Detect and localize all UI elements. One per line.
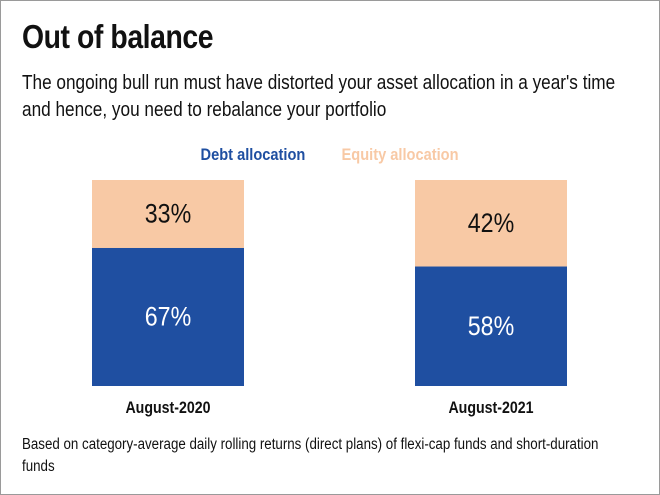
chart-title: Out of balance bbox=[22, 18, 214, 55]
data-label-debt-2: 58% bbox=[468, 311, 514, 341]
category-label-1: August-2020 bbox=[125, 399, 210, 417]
footnote: Based on category-average daily rolling … bbox=[22, 436, 599, 475]
bar-debt-1 bbox=[92, 247, 244, 386]
legend-item-equity: Equity allocation bbox=[341, 145, 459, 164]
bar-debt-2 bbox=[415, 266, 567, 386]
category-label-2: August-2021 bbox=[448, 399, 534, 417]
data-label-equity-2: 42% bbox=[468, 208, 514, 238]
legend-item-debt: Debt allocation bbox=[200, 145, 305, 164]
chart-subtitle: The ongoing bull run must have distorted… bbox=[22, 72, 616, 121]
data-label-debt-1: 67% bbox=[145, 302, 191, 332]
legend: Debt allocation Equity allocation bbox=[0, 145, 660, 165]
data-label-equity-1: 33% bbox=[145, 199, 191, 229]
bar-equity-2 bbox=[415, 180, 567, 267]
bar-equity-1 bbox=[92, 180, 244, 248]
